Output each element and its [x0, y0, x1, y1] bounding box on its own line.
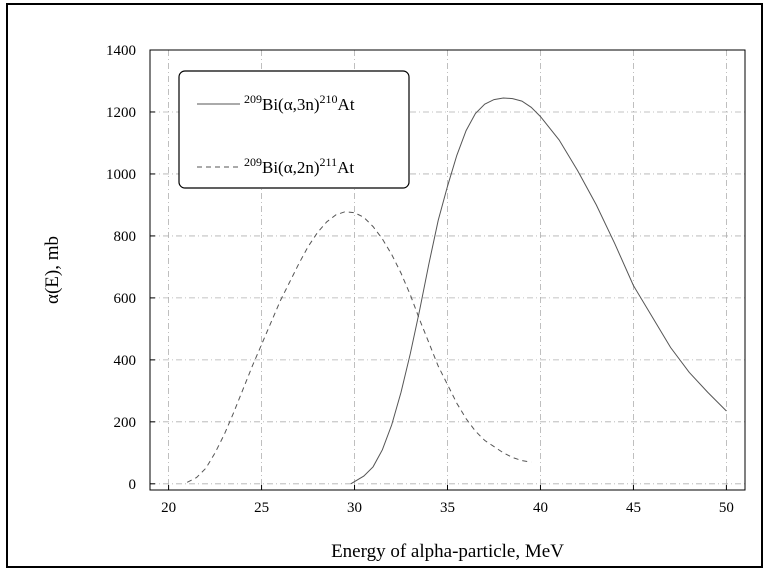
x-axis-title: Energy of alpha-particle, MeV	[331, 541, 564, 562]
legend-label-bi-a2n-at211: 209Bi(α,2n)211At	[244, 155, 354, 177]
x-tick-label: 35	[440, 500, 455, 516]
y-tick-label: 800	[114, 229, 137, 245]
x-tick-label: 30	[347, 500, 362, 516]
legend-box	[178, 70, 410, 189]
series-layer	[186, 97, 727, 485]
legend-main: Bi(α,3n)	[262, 95, 320, 114]
legend-main: Bi(α,2n)	[262, 158, 320, 177]
y-tick-label: 1400	[106, 43, 136, 59]
x-tick-label: 45	[626, 500, 641, 516]
legend: 209Bi(α,3n)210At 209Bi(α,2n)211At	[178, 70, 410, 189]
tick-layer: 20 25 30 35 40 45 50 0 200 400 600 800 1000 1200 1400	[106, 43, 734, 516]
x-tick-label: 20	[161, 500, 176, 516]
y-tick-label: 400	[114, 353, 137, 369]
legend-tail: At	[337, 158, 354, 177]
x-tick-label: 50	[719, 500, 734, 516]
legend-label-bi-a3n-at210: 209Bi(α,3n)210At	[244, 92, 355, 114]
y-axis-title: α(E), mb	[42, 236, 63, 304]
y-tick-label: 200	[114, 415, 137, 431]
series-line-solid	[350, 97, 727, 485]
legend-sup-pre: 209	[244, 155, 262, 169]
legend-sup-post: 211	[320, 155, 338, 169]
legend-sup-post: 210	[320, 92, 338, 106]
legend-tail: At	[338, 95, 355, 114]
y-tick-label: 600	[114, 291, 137, 307]
legend-sup-pre: 209	[244, 92, 262, 106]
x-tick-label: 40	[533, 500, 548, 516]
y-tick-label: 1000	[106, 167, 136, 183]
y-tick-label: 0	[129, 477, 137, 493]
series-line-dashed	[186, 211, 532, 483]
y-tick-label: 1200	[106, 105, 136, 121]
x-tick-label: 25	[254, 500, 269, 516]
